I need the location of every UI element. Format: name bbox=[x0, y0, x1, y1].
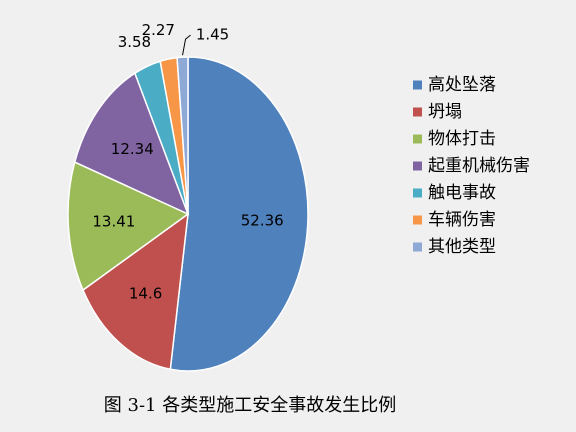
data-label: 12.34 bbox=[111, 140, 154, 158]
data-label: 52.36 bbox=[241, 212, 284, 230]
legend-label: 触电事故 bbox=[428, 183, 496, 203]
pie-slice bbox=[67, 161, 190, 292]
data-label: 2.27 bbox=[142, 21, 175, 39]
legend-label: 车辆伤害 bbox=[428, 210, 496, 230]
pie-slice bbox=[176, 56, 189, 215]
legend-marker bbox=[413, 188, 422, 198]
data-label: 14.6 bbox=[129, 284, 162, 302]
data-label: 1.45 bbox=[196, 26, 229, 44]
chart-title: 图 3-1 各类型施工安全事故发生比例 bbox=[104, 395, 396, 416]
legend-marker bbox=[413, 107, 422, 117]
pie-slice bbox=[169, 56, 309, 372]
leader-line bbox=[182, 34, 191, 56]
pie-slice bbox=[73, 72, 190, 216]
legend-label: 坍塌 bbox=[428, 102, 462, 122]
legend-marker bbox=[413, 215, 422, 225]
legend-label: 起重机械伤害 bbox=[428, 156, 530, 176]
legend-label: 高处坠落 bbox=[428, 75, 496, 95]
legend-label: 物体打击 bbox=[428, 129, 496, 149]
data-label: 13.41 bbox=[92, 213, 135, 231]
data-label: 3.58 bbox=[118, 33, 151, 51]
legend-label: 其他类型 bbox=[428, 237, 496, 257]
legend-marker bbox=[413, 80, 422, 90]
legend-marker bbox=[413, 242, 422, 252]
legend-marker bbox=[413, 134, 422, 144]
pie-slice bbox=[82, 212, 189, 371]
legend-marker bbox=[413, 161, 422, 171]
